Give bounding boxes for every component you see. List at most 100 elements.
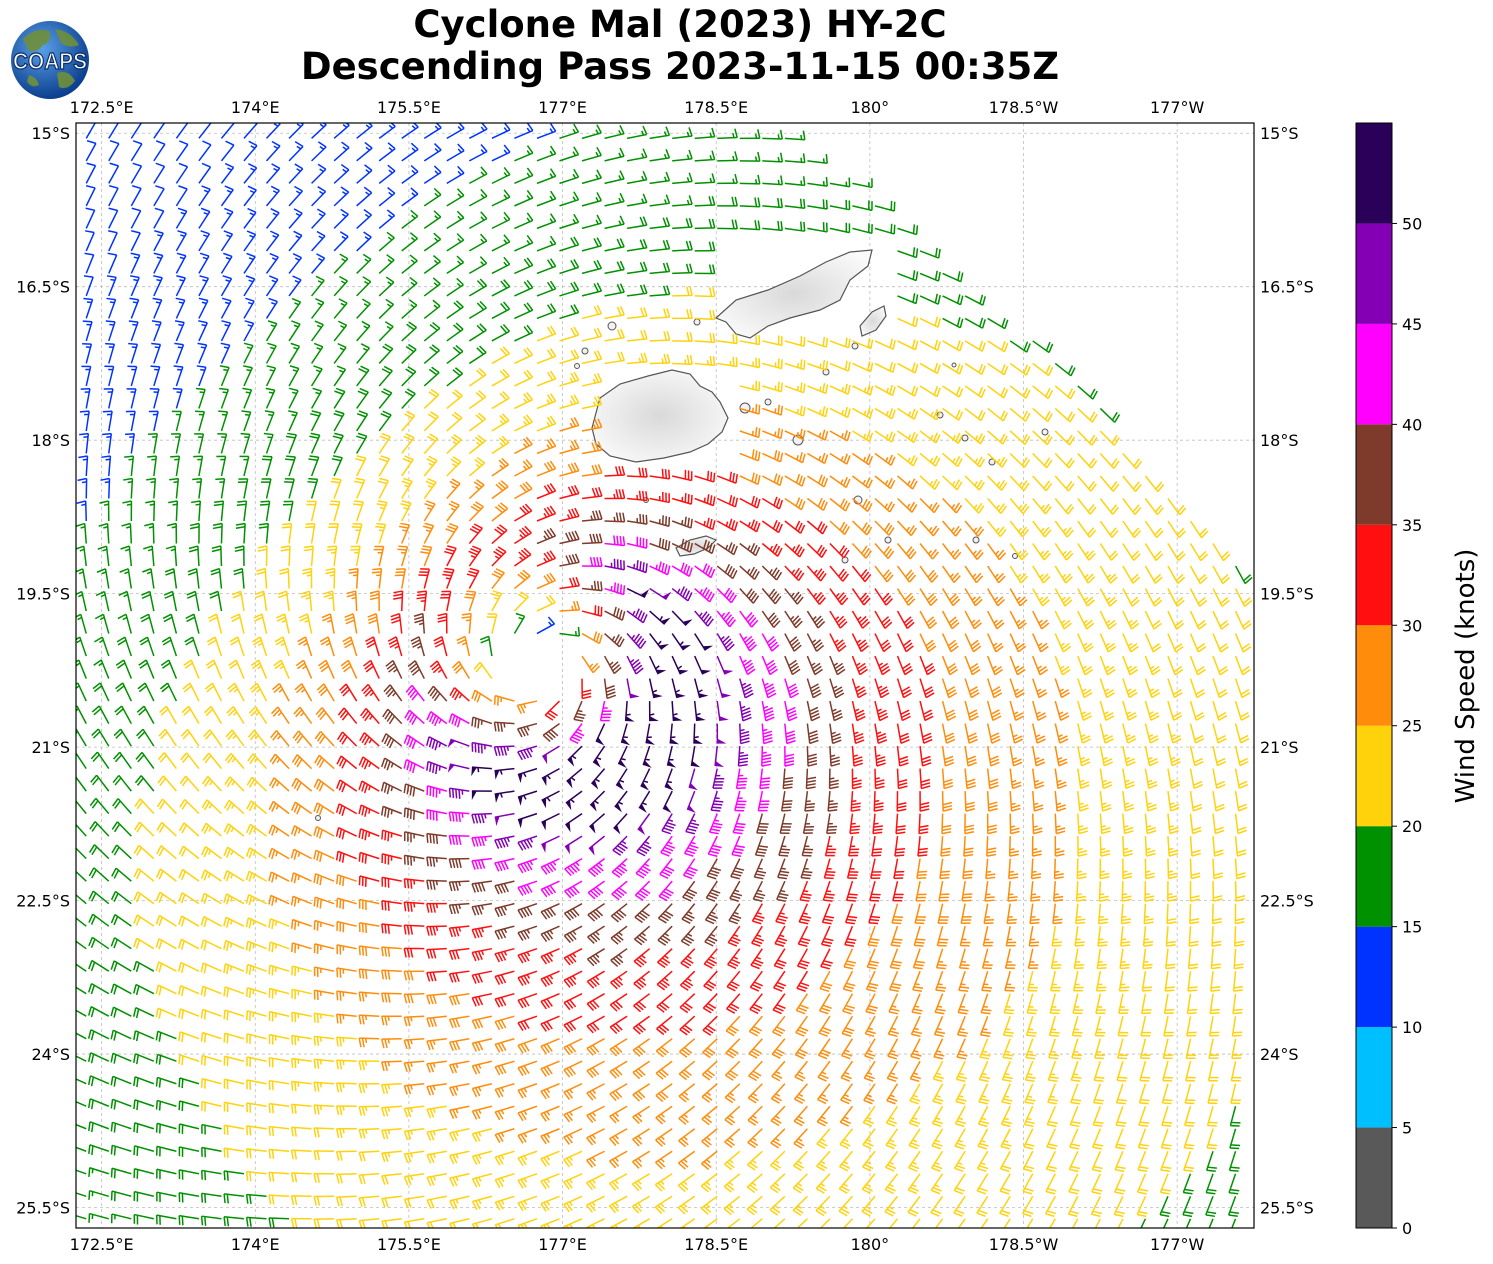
wind-barb — [471, 1083, 493, 1098]
wind-barb — [85, 162, 97, 184]
wind-barb — [1144, 836, 1156, 857]
wind-barb — [220, 162, 235, 184]
land-layer — [315, 249, 1049, 821]
wind-barb — [1234, 858, 1246, 880]
wind-barb — [491, 346, 510, 365]
wind-barb — [1003, 993, 1015, 1015]
wind-barb — [649, 239, 671, 252]
wind-barb — [423, 277, 441, 297]
wind-barb — [471, 1173, 493, 1188]
wind-barb — [313, 943, 335, 954]
wind-barb — [123, 477, 134, 499]
wind-barb — [942, 430, 963, 444]
wind-barb — [954, 1128, 966, 1150]
wind-barb — [133, 1053, 155, 1065]
wind-barb — [517, 880, 538, 896]
wind-barb — [1212, 858, 1224, 880]
wind-barb — [223, 846, 245, 860]
wind-barb — [978, 1060, 990, 1083]
wind-barb — [280, 545, 291, 567]
wind-barb — [112, 774, 132, 792]
wind-barb — [1024, 1060, 1036, 1083]
wind-barb — [468, 143, 488, 162]
wind-barb — [494, 947, 515, 963]
wind-barb — [559, 553, 580, 567]
wind-barb — [1009, 655, 1026, 676]
wind-barb — [747, 1105, 763, 1126]
wind-barb — [604, 170, 625, 185]
wind-barb — [233, 567, 245, 589]
wind-barb — [265, 365, 277, 387]
wind-barb — [290, 1080, 312, 1092]
wind-barb — [358, 945, 380, 957]
wind-barb — [516, 700, 538, 715]
wind-barb — [716, 471, 739, 484]
wind-barb — [76, 1078, 87, 1085]
wind-barb — [964, 497, 985, 514]
wind-barb — [632, 1128, 651, 1147]
wind-barb — [494, 790, 515, 803]
wind-barb — [1212, 700, 1228, 721]
wind-barb — [750, 948, 764, 970]
wind-barb — [671, 586, 693, 602]
wind-barb — [494, 880, 515, 895]
wind-barb — [1122, 858, 1133, 880]
wind-barb — [110, 1144, 132, 1156]
wind-barb — [187, 567, 200, 589]
wind-barb — [838, 1173, 854, 1194]
wind-barb — [423, 299, 441, 320]
wind-barb — [1122, 723, 1137, 744]
wind-barb — [982, 926, 994, 947]
colorbar-segment — [1356, 826, 1392, 927]
wind-barb — [513, 569, 531, 590]
lon-tick-label-bottom: 177°E — [538, 1235, 587, 1254]
wind-barb — [1030, 881, 1041, 902]
wind-barb — [896, 520, 918, 537]
wind-barb — [761, 473, 784, 486]
wind-barb — [295, 659, 313, 679]
wind-barb — [796, 1218, 808, 1228]
wind-barb — [358, 851, 380, 864]
wind-barb — [1027, 971, 1038, 992]
wind-barb — [448, 1037, 470, 1051]
wind-barb — [153, 207, 165, 229]
wind-barb — [88, 959, 110, 972]
wind-barb — [615, 768, 628, 791]
wind-barb — [933, 1038, 945, 1060]
colorbar-frame — [1355, 122, 1393, 1229]
wind-barb — [1054, 362, 1076, 377]
wind-barb — [342, 636, 358, 657]
wind-barb — [471, 716, 493, 729]
wind-barb — [908, 1150, 921, 1172]
wind-barb — [192, 477, 203, 499]
wind-barb — [445, 522, 459, 544]
wind-barb — [563, 993, 583, 1011]
wind-barb — [1140, 1218, 1147, 1228]
wind-barb — [471, 992, 493, 1007]
wind-barb — [798, 903, 811, 925]
wind-barb — [313, 1058, 335, 1069]
wind-barb — [108, 185, 119, 207]
wind-barb — [284, 478, 295, 499]
wind-barb — [335, 1036, 357, 1047]
wind-barb — [851, 520, 873, 536]
wind-barb — [281, 522, 293, 544]
wind-barb — [694, 287, 716, 298]
wind-barb — [845, 880, 858, 902]
wind-barb — [559, 484, 580, 500]
wind-barb — [290, 918, 312, 930]
wind-barb — [677, 1173, 696, 1193]
wind-barb — [333, 163, 350, 184]
wind-barb — [852, 452, 874, 466]
wind-barb — [517, 812, 538, 829]
wind-barb — [277, 590, 290, 612]
wind-barb — [1189, 903, 1200, 925]
wind-barb — [563, 1128, 583, 1145]
wind-barb — [358, 1150, 380, 1162]
wind-barb — [986, 700, 1002, 722]
wind-barb — [739, 542, 761, 557]
wind-barb — [178, 1054, 200, 1066]
wind-barb — [1009, 340, 1031, 353]
wind-barb — [919, 452, 941, 467]
wind-barb — [1114, 1173, 1126, 1195]
